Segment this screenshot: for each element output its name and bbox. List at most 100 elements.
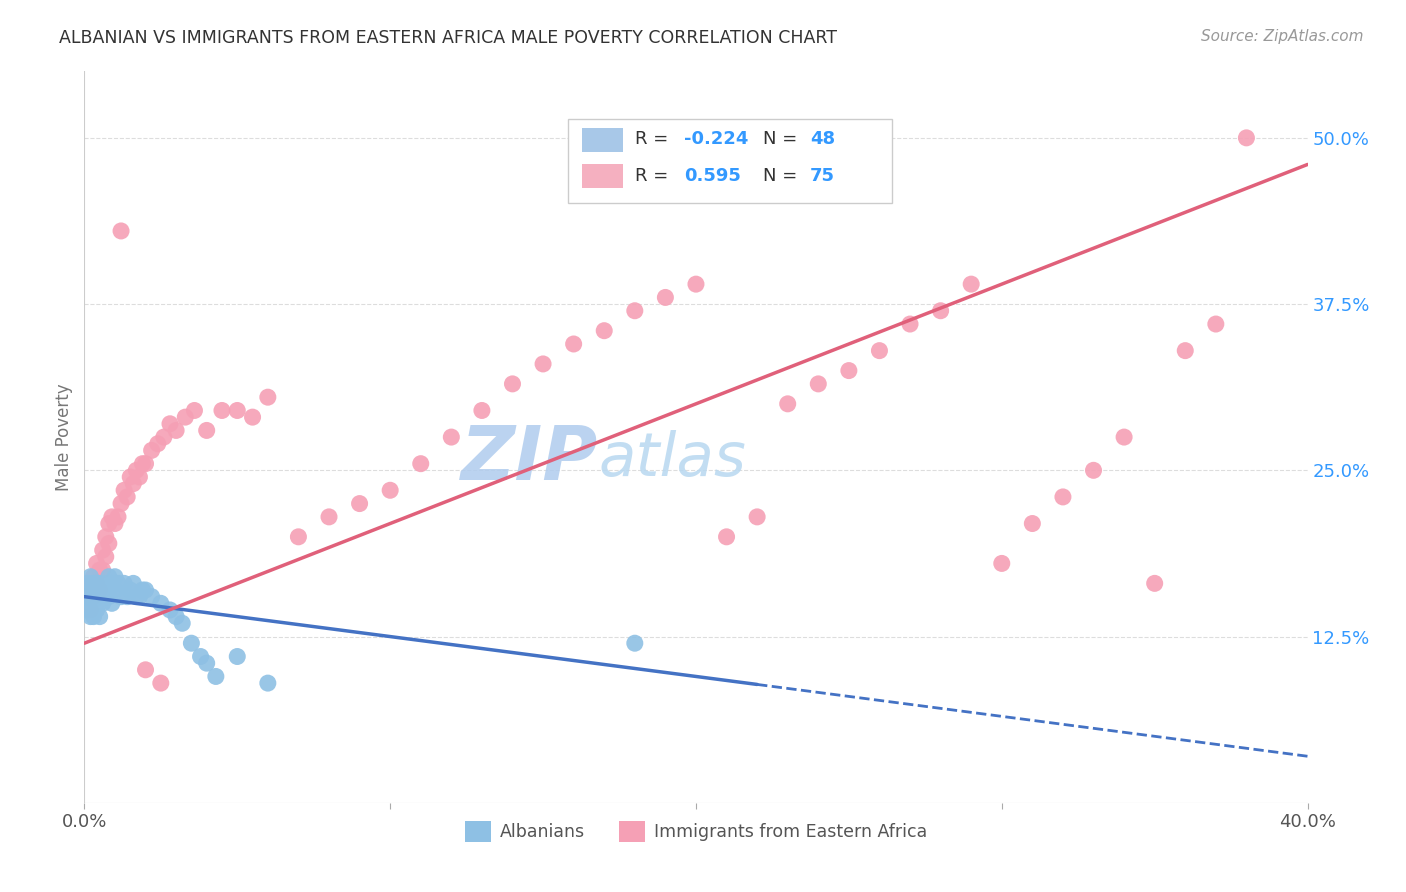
Point (131, 457, 153, 471)
Point (531, 357, 554, 371)
Point (125, 590, 148, 604)
Point (94, 549, 117, 564)
Point (159, 417, 181, 431)
Text: N =: N = (763, 130, 803, 148)
Point (91, 582, 114, 597)
Point (1174, 343, 1197, 358)
Point (91, 596, 114, 610)
Point (776, 397, 799, 411)
Point (89, 563, 111, 577)
Point (180, 636, 202, 650)
Point (112, 483, 135, 498)
Text: ZIP: ZIP (461, 423, 598, 496)
Point (226, 649, 249, 664)
Point (86, 557, 108, 571)
Point (97, 536, 120, 550)
Point (104, 516, 127, 531)
Point (122, 576, 145, 591)
Point (205, 669, 228, 683)
Point (128, 470, 150, 484)
Point (440, 430, 463, 444)
Point (79, 603, 101, 617)
Point (141, 443, 163, 458)
Point (257, 676, 280, 690)
Point (654, 290, 676, 304)
Point (1205, 317, 1227, 331)
Point (107, 509, 129, 524)
Point (83, 576, 105, 591)
Point (76, 590, 98, 604)
Point (83, 570, 105, 584)
Point (97, 590, 120, 604)
Point (86, 576, 108, 591)
Point (83, 609, 105, 624)
Point (174, 410, 197, 425)
Text: 75: 75 (810, 167, 835, 185)
Point (94, 576, 117, 591)
Point (624, 636, 647, 650)
Point (125, 463, 148, 477)
Point (929, 303, 952, 318)
Point (869, 343, 891, 358)
Point (97, 516, 120, 531)
Point (86, 590, 108, 604)
Point (380, 483, 402, 498)
Text: N =: N = (763, 167, 803, 185)
Point (1114, 430, 1136, 444)
Point (101, 576, 124, 591)
Point (86, 576, 108, 591)
Text: atlas: atlas (598, 430, 747, 489)
Text: 0.595: 0.595 (683, 167, 741, 185)
Point (153, 430, 176, 444)
Point (195, 424, 218, 438)
Text: 48: 48 (810, 130, 835, 148)
Point (131, 582, 153, 597)
Point (115, 590, 138, 604)
Point (91, 543, 114, 558)
Text: R =: R = (636, 167, 679, 185)
Point (76, 576, 98, 591)
Point (747, 509, 769, 524)
Point (76, 576, 98, 591)
Point (349, 497, 371, 511)
Point (172, 616, 194, 631)
Point (149, 596, 172, 610)
Point (624, 303, 647, 318)
Point (502, 376, 524, 391)
Point (146, 436, 169, 450)
Point (716, 530, 738, 544)
Point (165, 609, 187, 624)
Point (79, 582, 101, 597)
Point (960, 277, 983, 292)
Point (135, 663, 157, 677)
Point (226, 403, 249, 417)
Point (101, 509, 124, 524)
Point (562, 337, 585, 351)
Point (128, 590, 150, 604)
Point (807, 376, 830, 391)
Point (83, 590, 105, 604)
Point (838, 363, 860, 377)
Point (165, 424, 187, 438)
Point (101, 596, 124, 610)
Text: -0.224: -0.224 (683, 130, 748, 148)
Point (91, 563, 114, 577)
Point (287, 530, 309, 544)
Point (76, 590, 98, 604)
Point (89, 576, 111, 591)
Point (318, 509, 340, 524)
Point (141, 590, 163, 604)
Point (76, 603, 98, 617)
Point (94, 590, 117, 604)
Point (211, 403, 233, 417)
Point (86, 603, 108, 617)
Point (135, 457, 157, 471)
Point (149, 676, 172, 690)
Point (94, 530, 117, 544)
FancyBboxPatch shape (582, 128, 623, 152)
Point (110, 224, 132, 238)
Point (1052, 490, 1074, 504)
Point (107, 576, 129, 591)
Point (79, 570, 101, 584)
FancyBboxPatch shape (582, 164, 623, 188)
